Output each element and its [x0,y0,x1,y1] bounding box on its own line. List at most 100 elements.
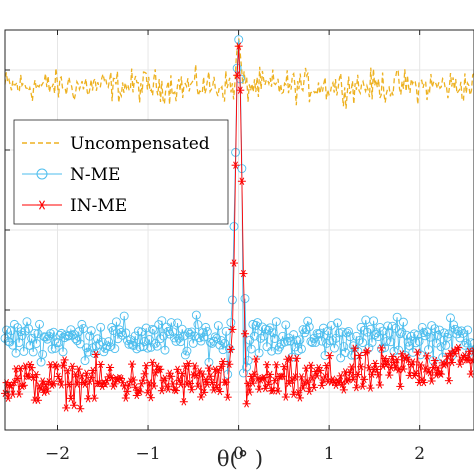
point-in-me [294,389,303,397]
point-n-me [278,331,288,341]
point-n-me [422,327,432,337]
point-n-me [193,320,203,329]
point-n-me [35,319,44,329]
series-layer [0,35,474,413]
point-n-me [469,339,474,348]
point-n-me [85,331,95,341]
point-in-me [193,382,202,390]
point-in-me [430,356,439,365]
point-n-me [457,326,466,336]
point-n-me [9,319,19,329]
point-in-me [292,354,301,363]
tick-labels: −2 −1 0 1 2 [45,444,425,464]
point-in-me [37,385,46,393]
point-in-me [259,373,268,382]
point-in-me [150,382,159,390]
point-n-me [267,346,277,356]
point-in-me [429,363,438,372]
point-in-me [200,388,209,397]
legend-label-in-me: IN-ME [70,196,127,216]
point-in-me [303,378,312,386]
point-in-me [121,394,130,402]
point-n-me [449,320,459,330]
point-n-me [86,326,96,336]
point-n-me [16,327,26,337]
point-n-me [180,350,190,360]
point-in-me [393,356,402,364]
point-in-me [219,357,228,366]
point-in-me [364,364,373,372]
point-in-me [353,370,362,379]
point-in-me [347,363,356,371]
point-in-me [38,377,47,385]
point-n-me [391,323,401,333]
point-n-me [364,343,374,353]
legend-box [13,119,229,225]
point-n-me [229,222,239,231]
point-n-me [93,334,102,344]
point-in-me [96,360,105,369]
point-n-me [24,324,33,333]
point-in-me [223,393,232,401]
point-n-me [262,342,272,352]
point-n-me [344,326,353,336]
point-n-me [119,311,129,321]
point-in-me [269,386,278,395]
point-in-me [255,385,264,393]
point-in-me [413,348,422,356]
point-n-me [28,347,38,357]
point-n-me [240,294,250,304]
point-in-me [355,351,364,360]
point-n-me [251,320,261,330]
point-in-me [270,376,279,385]
point-n-me [378,326,388,336]
point-n-me [264,325,273,335]
point-in-me [87,373,96,382]
point-in-me [179,398,188,406]
point-in-me [59,361,68,369]
point-in-me [251,355,260,363]
point-n-me [348,341,358,351]
point-in-me [106,363,115,372]
point-in-me [62,404,71,412]
point-in-me [184,359,193,368]
point-in-me [357,363,366,371]
point-in-me [195,367,204,375]
point-n-me [58,347,68,357]
point-n-me [215,340,225,350]
point-in-me [82,369,91,377]
point-in-me [284,379,293,388]
point-n-me [202,327,212,336]
point-n-me [220,338,230,348]
point-in-me [214,366,223,375]
point-in-me [363,347,372,355]
point-in-me [273,387,282,395]
point-in-me [295,394,304,402]
x-tick-label: −1 [136,444,161,464]
point-in-me [451,349,460,358]
point-n-me [356,322,366,332]
point-in-me [437,370,446,378]
point-in-me [91,350,100,359]
point-n-me [345,332,355,342]
point-n-me [82,343,92,353]
point-in-me [10,378,19,387]
point-n-me [27,334,37,343]
point-in-me [358,382,367,390]
point-n-me [213,321,223,331]
point-n-me [149,325,159,335]
point-n-me [329,343,339,353]
point-n-me [304,322,314,332]
point-in-me [226,345,235,354]
point-in-me [435,369,444,377]
point-n-me [453,326,463,336]
point-in-me [372,365,381,374]
point-in-me [299,384,308,392]
point-in-me [204,364,213,372]
point-in-me [289,390,298,399]
point-n-me [460,340,470,350]
point-in-me [443,352,452,360]
point-n-me [158,331,168,341]
point-n-me [8,340,18,350]
point-n-me [268,328,278,338]
